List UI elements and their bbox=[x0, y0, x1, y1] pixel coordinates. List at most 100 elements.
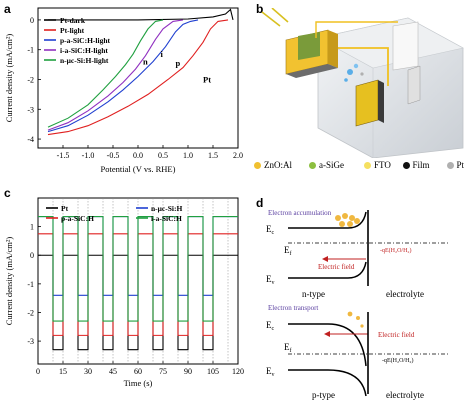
panel-label-c: c bbox=[4, 186, 11, 200]
x-tick-label: 15 bbox=[59, 367, 67, 376]
y-tick-label: -2 bbox=[27, 308, 34, 317]
x-tick-label: 75 bbox=[159, 367, 167, 376]
x-tick-label: 0 bbox=[36, 367, 40, 376]
y-tick-label: -1 bbox=[27, 46, 34, 55]
p-type-label: p-type bbox=[312, 390, 335, 400]
series-line bbox=[47, 19, 229, 136]
legend-label: i-a-SiC:H-light bbox=[60, 46, 108, 55]
y-tick-label: -2 bbox=[27, 75, 34, 84]
electric-field-label-top: Electric field bbox=[318, 263, 355, 271]
x-tick-label: -0.5 bbox=[107, 151, 120, 160]
x-tick-label: 0.5 bbox=[158, 151, 168, 160]
curve-annotation: i bbox=[161, 49, 164, 59]
legend-text: ZnO:Al bbox=[264, 160, 292, 170]
legend-dot-icon bbox=[402, 162, 410, 170]
curve-annotation: Pt bbox=[203, 74, 211, 84]
ec-label-bottom: Ec bbox=[266, 320, 275, 332]
panel-label-a: a bbox=[4, 2, 11, 16]
transient-chart: 0 15 30 45 60 75 90 105 120 1 0 -1 -2 -3 Time (s) Curre… bbox=[4, 197, 244, 388]
electrons-icon bbox=[335, 213, 360, 227]
y-tick-label: -1 bbox=[27, 280, 34, 289]
x-tick-label: 1.5 bbox=[208, 151, 218, 160]
y-axis-label: Current density (mA/cm²) bbox=[4, 237, 14, 326]
ev-label-top: Ev bbox=[266, 274, 275, 286]
x-tick-label: 45 bbox=[109, 367, 117, 376]
x-tick-label: 105 bbox=[207, 367, 219, 376]
series-line bbox=[38, 233, 238, 336]
counter-electrode-icon bbox=[407, 65, 421, 105]
x-tick-label: 0.0 bbox=[133, 151, 143, 160]
series-line bbox=[47, 19, 184, 131]
legend-label: n-μc-Si:H bbox=[151, 204, 182, 213]
electron-transport-label: Electron transport bbox=[268, 304, 318, 312]
y-tick-label: 0 bbox=[30, 16, 34, 25]
sunlight-icon bbox=[261, 8, 289, 27]
legend-item: ZnO:Al bbox=[254, 160, 292, 170]
y-tick-label: -3 bbox=[27, 105, 34, 114]
x-axis-label: Time (s) bbox=[124, 378, 153, 388]
x-tick-label: 2.0 bbox=[233, 151, 243, 160]
series-line bbox=[38, 216, 238, 322]
x-tick-label: 120 bbox=[232, 367, 244, 376]
series-line bbox=[47, 19, 164, 128]
legend-label: Pt bbox=[61, 204, 69, 213]
electric-field-label-bottom: Electric field bbox=[378, 331, 415, 339]
electrolyte-label-bottom: electrolyte bbox=[386, 390, 424, 400]
electrode-icon bbox=[355, 79, 384, 127]
y-tick-label: -3 bbox=[27, 337, 34, 346]
x-tick-label: 1.0 bbox=[183, 151, 193, 160]
y-axis-label: Current density (mA/cm²) bbox=[4, 34, 14, 123]
y-tick-label: 1 bbox=[30, 223, 34, 232]
legend-label: Pt-dark bbox=[60, 16, 86, 25]
series-line bbox=[48, 8, 234, 21]
ef-label-top: Ef bbox=[284, 245, 292, 257]
y-tick-label: -4 bbox=[27, 135, 34, 144]
ec-label-top: Ec bbox=[266, 224, 275, 236]
legend-item: Film bbox=[402, 160, 430, 170]
electrolyte-label-top: electrolyte bbox=[386, 289, 424, 299]
legend-item: a-SiGe bbox=[309, 160, 344, 170]
electrons-icon-bottom bbox=[347, 311, 364, 328]
jv-chart: -1.5 -1.0 -0.5 0.0 0.5 1.0 1.5 2.0 0 -1 -2 -3 -4 Pote… bbox=[4, 7, 243, 174]
x-axis-label: Potential (V vs. RHE) bbox=[101, 164, 176, 174]
legend-text: FTO bbox=[374, 160, 391, 170]
x-tick-label: -1.5 bbox=[57, 151, 70, 160]
bubbles-icon bbox=[344, 63, 364, 82]
legend-label: i-a-SiC:H bbox=[151, 214, 182, 223]
device-illustration bbox=[261, 8, 464, 158]
redox-label-top: -qE(H₂O/H₂) bbox=[380, 247, 412, 254]
legend-item: Pt bbox=[446, 160, 465, 170]
band-diagram: Electron accumulation Ec Ef -qE(H₂O/H₂) … bbox=[266, 209, 448, 400]
panel-label-b: b bbox=[256, 2, 264, 16]
legend-dot-icon bbox=[364, 162, 371, 170]
x-tick-label: -1.0 bbox=[82, 151, 95, 160]
curve-annotation: p bbox=[176, 58, 181, 68]
legend-text: Pt bbox=[456, 160, 465, 170]
legend-label: Pt-light bbox=[60, 26, 85, 35]
legend-dot-icon bbox=[254, 162, 261, 170]
legend-item: FTO bbox=[364, 160, 391, 170]
legend-dot-icon bbox=[446, 162, 454, 170]
legend-label: n-μc-Si:H-light bbox=[60, 56, 109, 65]
panel-label-d: d bbox=[256, 196, 264, 210]
x-tick-label: 30 bbox=[84, 367, 92, 376]
legend-label: p-a-SiC:H bbox=[61, 214, 94, 223]
series-line bbox=[47, 19, 199, 133]
x-tick-label: 60 bbox=[134, 367, 142, 376]
legend-dot-icon bbox=[309, 162, 316, 170]
legend-text: Film bbox=[412, 160, 430, 170]
curve-annotation: n bbox=[143, 57, 148, 67]
wire-icon bbox=[338, 47, 389, 86]
n-type-label: n-type bbox=[302, 289, 325, 299]
ef-label-bottom: Ef bbox=[284, 342, 292, 354]
redox-label-bottom: -qE(H₂O/H₂) bbox=[382, 357, 414, 364]
electron-accumulation-label: Electron accumulation bbox=[268, 209, 332, 217]
legend-label: p-a-SiC:H-light bbox=[60, 36, 111, 45]
y-tick-label: 0 bbox=[30, 251, 34, 260]
solar-cell-icon bbox=[285, 29, 338, 78]
material-legend: ZnO:Al a-SiGe FTO Film Pt bbox=[254, 160, 474, 174]
x-tick-label: 90 bbox=[184, 367, 192, 376]
ev-label-bottom: Ev bbox=[266, 366, 275, 378]
series-line bbox=[38, 254, 238, 351]
legend-text: a-SiGe bbox=[319, 160, 344, 170]
